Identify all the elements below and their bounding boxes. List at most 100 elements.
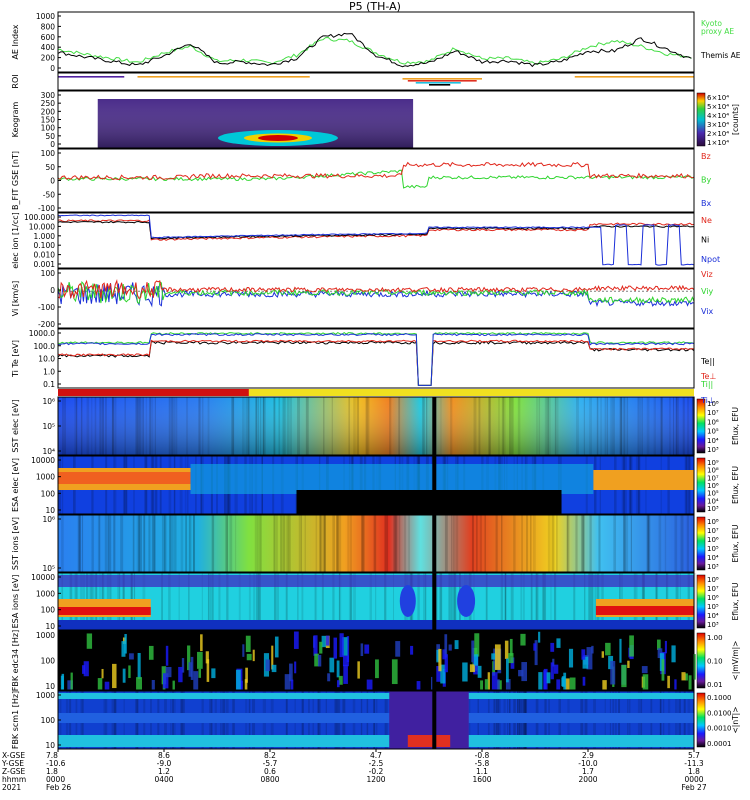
fbk-e-streak xyxy=(457,631,461,690)
velocity-ytick: 0 xyxy=(50,286,55,295)
fbk-e-cell xyxy=(211,668,216,679)
fbk-e-cell xyxy=(198,668,202,678)
esa-ion-blob xyxy=(399,585,416,617)
sst-ion-streak xyxy=(225,515,228,572)
velocity-legend-item: Vix xyxy=(701,307,714,316)
esa-ion-streak xyxy=(276,573,280,630)
fbk-e-streak xyxy=(310,631,314,690)
fbk-e-streak xyxy=(269,631,273,690)
fbk-e-cell xyxy=(239,680,243,693)
fbk-e-streak xyxy=(211,631,215,690)
fbk-e-cell xyxy=(274,636,279,658)
fbk-e-streak xyxy=(246,631,248,690)
fbk-e-streak xyxy=(72,631,75,690)
fbk-e-cell xyxy=(321,635,327,648)
sst-elec-ytick: 10⁶ xyxy=(42,397,55,406)
sst-ion-gap xyxy=(432,515,437,572)
esa-elec-gap xyxy=(432,456,437,514)
xaxis-tick-x: 2.9 xyxy=(582,751,594,760)
keogram-colorbar-tick: 6×10⁴ xyxy=(707,94,729,102)
fbk-e-cell xyxy=(494,644,501,670)
fbk-e-cell xyxy=(265,659,270,672)
fbk-b-colorbar-tick: 0.0001 xyxy=(707,740,732,748)
fbk-e-streak xyxy=(275,631,279,690)
fbk-e-streak xyxy=(60,631,63,690)
sst-ion-streak xyxy=(139,515,142,572)
sst-ion-streak xyxy=(164,515,166,572)
density-panel-frame xyxy=(57,212,695,269)
keogram-colorbar-tick: 1×10⁴ xyxy=(707,139,729,147)
esa-ion-ylabel: ESA ions [eV] xyxy=(11,575,20,629)
fbk-e-colorbar xyxy=(696,632,706,689)
esa-ion-streak xyxy=(544,573,547,630)
fbk-e-cell xyxy=(97,678,103,691)
fbk-e-streak xyxy=(359,631,361,690)
sst-ion-colorbar-label: Eflux, EFU xyxy=(731,525,740,563)
fbk-e-streak xyxy=(635,631,639,690)
fbk-e-gap xyxy=(432,631,437,690)
fbk-e-cell xyxy=(520,633,526,646)
fbk-e-ytick: 10 xyxy=(45,682,55,691)
esa-ion-streak xyxy=(505,573,507,630)
sst-ion-streak xyxy=(273,515,276,572)
sst-ion-streak xyxy=(336,515,339,572)
fbk-e-streak xyxy=(675,631,678,690)
xaxis-tick-t: 0000 xyxy=(46,775,65,784)
esa-ion-streak xyxy=(314,573,316,630)
fbk-e-streak xyxy=(230,631,234,690)
esa-elec-ytick: 1000 xyxy=(36,473,55,482)
sst-ion-streak xyxy=(674,515,678,572)
fbk-e-cell xyxy=(477,665,482,678)
fbk-e-cell xyxy=(505,658,509,683)
bfield-legend-item: By xyxy=(701,176,711,185)
fbk-e-streak xyxy=(540,631,542,690)
fbk-e-colorbar-tick: 0.01 xyxy=(707,681,723,689)
fbk-e-ytick: 100 xyxy=(41,657,56,666)
sst-ion-streak xyxy=(566,515,569,572)
esa-ion-streak xyxy=(693,573,697,630)
sst-ion-streak xyxy=(164,515,167,572)
fbk-e-streak xyxy=(135,631,138,690)
xaxis-tick-y: -5.8 xyxy=(475,759,490,768)
xaxis-tick-x: -0.8 xyxy=(475,751,490,760)
esa-ion-streak xyxy=(504,573,507,630)
fbk-e-streak xyxy=(109,631,112,690)
fbk-e-cell xyxy=(271,664,277,673)
ae-ytick: 800 xyxy=(41,22,56,31)
fbk-e-cell xyxy=(448,644,452,651)
esa-ion-streak xyxy=(255,573,259,630)
esa-ion-streak xyxy=(161,573,163,630)
sst-ion-streak xyxy=(151,515,155,572)
fbk-e-cell xyxy=(83,661,89,677)
sst-ion-streak xyxy=(211,515,215,572)
ae-series-line xyxy=(57,36,692,66)
fbk-e-cell xyxy=(327,673,331,682)
fbk-e-streak xyxy=(298,631,301,690)
fbk-e-cell xyxy=(67,680,73,691)
fbk-e-cell xyxy=(162,673,169,689)
sst-ion-colorbar-tick: 10³ xyxy=(707,563,719,571)
sst-ion-streak xyxy=(92,515,94,572)
sst-ion-colorbar-tick: 10⁶ xyxy=(707,536,719,544)
bfield-legend-item: Bx xyxy=(701,199,711,208)
sst-ion-streak xyxy=(647,515,651,572)
esa-ion-streak xyxy=(451,573,453,630)
fbk-e-cell xyxy=(289,663,293,682)
fbk-e-cell xyxy=(667,675,670,689)
fbk-e-cell xyxy=(487,672,490,697)
fbk-e-streak xyxy=(301,631,303,690)
esa-ion-streak xyxy=(350,573,353,630)
fbk-e-cell xyxy=(469,664,475,673)
sst-ion-streak xyxy=(361,515,364,572)
temperature-legend-item: Te⊥ xyxy=(700,372,716,381)
temperature-ytick: 100.0 xyxy=(34,342,56,351)
fbk-e-cell xyxy=(121,641,126,657)
fbk-e-cell xyxy=(244,679,248,692)
esa-ion-streak xyxy=(553,573,557,630)
sst-ion-streak xyxy=(108,515,112,572)
esa-ion-streak xyxy=(439,573,442,630)
sst-ion-streak xyxy=(658,515,662,572)
sst-ion-streak xyxy=(323,515,327,572)
keogram-ytick: 150 xyxy=(41,116,56,125)
ae-series-line xyxy=(57,32,692,68)
